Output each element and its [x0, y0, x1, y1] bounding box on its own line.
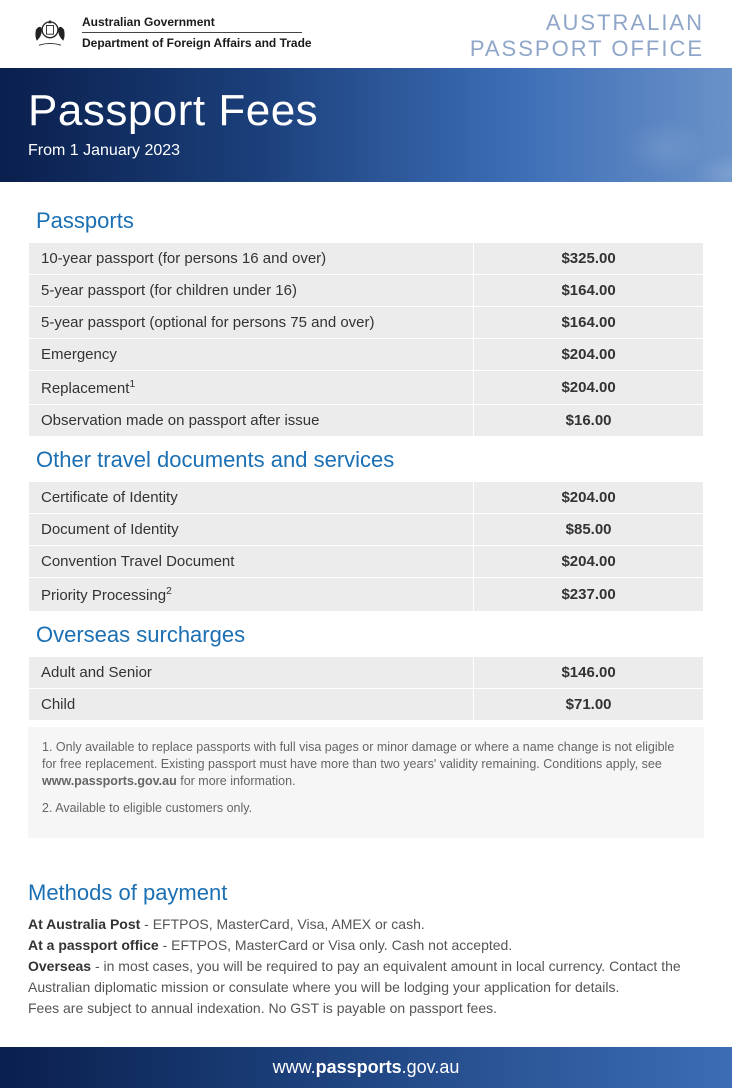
table-row: Convention Travel Document$204.00 [29, 546, 703, 577]
page-subtitle: From 1 January 2023 [28, 142, 704, 160]
gov-text: Australian Government Department of Fore… [82, 15, 312, 50]
table-row: 10-year passport (for persons 16 and ove… [29, 243, 703, 274]
fee-label: Emergency [29, 339, 473, 370]
fee-label: Convention Travel Document [29, 546, 473, 577]
fee-price: $146.00 [474, 657, 703, 688]
section-title-methods: Methods of payment [28, 880, 704, 906]
gov-crest-block: Australian Government Department of Fore… [28, 10, 312, 54]
methods-body: At Australia Post - EFTPOS, MasterCard, … [28, 914, 704, 1019]
fee-label: Replacement1 [29, 371, 473, 404]
passports-table: 10-year passport (for persons 16 and ove… [28, 242, 704, 437]
hero-banner: Passport Fees From 1 January 2023 [0, 68, 732, 182]
fee-price: $164.00 [474, 307, 703, 338]
office-title: AUSTRALIAN PASSPORT OFFICE [470, 10, 704, 62]
table-row: Document of Identity$85.00 [29, 514, 703, 545]
fee-label: Priority Processing2 [29, 578, 473, 611]
fee-label: 5-year passport (for children under 16) [29, 275, 473, 306]
fee-label: 5-year passport (optional for persons 75… [29, 307, 473, 338]
table-row: Adult and Senior$146.00 [29, 657, 703, 688]
table-row: 5-year passport (for children under 16)$… [29, 275, 703, 306]
footer-url-pre: www. [273, 1057, 316, 1077]
fee-label: Observation made on passport after issue [29, 405, 473, 436]
fee-price: $164.00 [474, 275, 703, 306]
methods-section: Methods of payment At Australia Post - E… [0, 848, 732, 1047]
footer-bar: www.passports.gov.au [0, 1047, 732, 1088]
fee-price: $204.00 [474, 546, 703, 577]
office-line1: AUSTRALIAN [470, 10, 704, 36]
section-title-other: Other travel documents and services [36, 447, 704, 473]
office-line2: PASSPORT OFFICE [470, 36, 704, 62]
fee-price: $204.00 [474, 371, 703, 404]
page-title: Passport Fees [28, 86, 704, 136]
fee-label: Child [29, 689, 473, 720]
gov-line1: Australian Government [82, 15, 312, 29]
table-row: Observation made on passport after issue… [29, 405, 703, 436]
gov-divider [82, 32, 302, 33]
fee-price: $85.00 [474, 514, 703, 545]
fee-price: $325.00 [474, 243, 703, 274]
table-row: Child$71.00 [29, 689, 703, 720]
overseas-table: Adult and Senior$146.00 Child$71.00 [28, 656, 704, 721]
fee-label: 10-year passport (for persons 16 and ove… [29, 243, 473, 274]
table-row: Replacement1$204.00 [29, 371, 703, 404]
header-bar: Australian Government Department of Fore… [0, 0, 732, 68]
coat-of-arms-icon [28, 10, 72, 54]
other-table: Certificate of Identity$204.00 Document … [28, 481, 704, 612]
section-title-passports: Passports [36, 208, 704, 234]
fee-price: $237.00 [474, 578, 703, 611]
footnote-2: 2. Available to eligible customers only. [42, 800, 690, 817]
footer-url-post: .gov.au [402, 1057, 460, 1077]
fee-price: $204.00 [474, 482, 703, 513]
fee-label: Document of Identity [29, 514, 473, 545]
footnote-1: 1. Only available to replace passports w… [42, 739, 690, 790]
table-row: 5-year passport (optional for persons 75… [29, 307, 703, 338]
table-row: Emergency$204.00 [29, 339, 703, 370]
fee-content: Passports 10-year passport (for persons … [0, 182, 732, 849]
fee-label: Adult and Senior [29, 657, 473, 688]
footnotes: 1. Only available to replace passports w… [28, 727, 704, 839]
fee-price: $204.00 [474, 339, 703, 370]
table-row: Priority Processing2$237.00 [29, 578, 703, 611]
fee-price: $71.00 [474, 689, 703, 720]
fee-label: Certificate of Identity [29, 482, 473, 513]
table-row: Certificate of Identity$204.00 [29, 482, 703, 513]
footer-url-bold: passports [316, 1057, 402, 1077]
gov-line2: Department of Foreign Affairs and Trade [82, 36, 312, 50]
fee-price: $16.00 [474, 405, 703, 436]
section-title-overseas: Overseas surcharges [36, 622, 704, 648]
